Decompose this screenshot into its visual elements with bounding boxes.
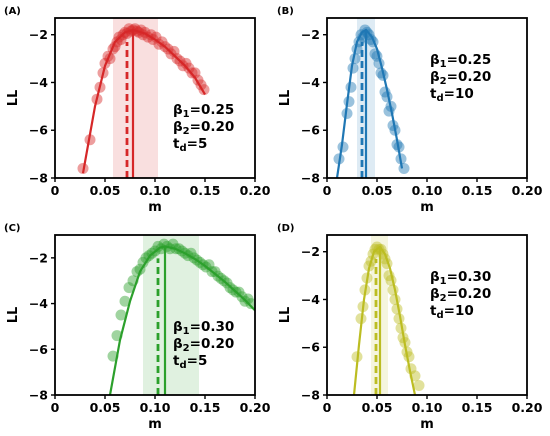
x-tick-label: 0.20: [240, 183, 271, 198]
x-tick-label: 0.10: [412, 183, 443, 198]
y-tick-label: −4: [29, 296, 48, 311]
y-tick-label: −8: [29, 171, 48, 186]
fit-curve: [335, 28, 404, 178]
data-point: [152, 240, 164, 252]
data-point: [233, 286, 245, 298]
data-point: [156, 36, 168, 48]
fit-curve: [352, 245, 417, 395]
param-annotation: td=10: [430, 303, 474, 321]
y-tick-label: −2: [29, 27, 48, 42]
x-tick-label: 0.20: [512, 183, 543, 198]
y-tick-label: −6: [301, 340, 320, 355]
x-tick-label: 0.20: [512, 400, 543, 415]
plot-area: [107, 235, 255, 395]
data-point: [183, 62, 195, 74]
x-tick-label: 0.20: [240, 400, 271, 415]
x-tick-label: 0.10: [412, 400, 443, 415]
x-tick-label: 0: [51, 400, 60, 415]
x-axis-label: m: [420, 200, 434, 215]
data-point: [137, 256, 149, 268]
y-tick-label: −4: [301, 292, 320, 307]
plot-area: [333, 18, 410, 178]
param-annotation: β1=0.25: [173, 102, 234, 120]
x-tick-label: 0.05: [362, 400, 393, 415]
fit-curve: [108, 245, 255, 395]
y-tick-label: −6: [301, 123, 320, 138]
x-tick-label: 0.10: [140, 400, 171, 415]
data-point: [345, 81, 357, 93]
chart-panel-1: (A) 0 0.05 0.10 0.15 0.20 −8 −6 −4 −2 m LL β1=0.25β2…: [4, 6, 271, 215]
data-point: [398, 162, 410, 174]
x-tick-label: 0: [323, 183, 332, 198]
y-tick-label: −6: [29, 123, 48, 138]
y-axis-label: LL: [6, 307, 21, 324]
data-point: [140, 252, 152, 264]
panel-label: (A): [4, 6, 21, 17]
y-tick-label: −2: [301, 27, 320, 42]
param-annotation: td=10: [430, 86, 474, 104]
y-axis-label: LL: [6, 90, 21, 107]
fit-curve: [81, 28, 206, 174]
x-tick-label: 0.05: [90, 400, 121, 415]
confidence-band: [143, 235, 199, 395]
x-tick-label: 0.15: [462, 183, 493, 198]
x-tick-label: 0.10: [140, 183, 171, 198]
data-point: [343, 96, 355, 108]
data-point: [341, 108, 353, 120]
y-axis-label: LL: [278, 307, 293, 324]
data-point: [369, 243, 381, 255]
data-point: [115, 309, 127, 321]
chart-panel-4: (D) 0 0.05 0.10 0.15 0.20 −8 −6 −4 −2 m LL β1=0.30β2…: [277, 223, 543, 432]
x-tick-label: 0.15: [462, 400, 493, 415]
param-annotation: β2=0.20: [430, 286, 491, 304]
data-point: [413, 379, 425, 391]
panel-label: (C): [4, 223, 20, 234]
x-axis-label: m: [420, 417, 434, 432]
y-tick-label: −4: [29, 75, 48, 90]
x-tick-label: 0.15: [190, 183, 221, 198]
x-tick-label: 0.05: [90, 183, 121, 198]
data-point: [119, 295, 131, 307]
x-tick-label: 0: [323, 400, 332, 415]
plot-area: [351, 235, 425, 395]
data-point: [245, 298, 255, 310]
y-tick-label: −8: [301, 171, 320, 186]
param-annotation: β2=0.20: [173, 336, 234, 354]
y-tick-label: −2: [301, 244, 320, 259]
y-tick-label: −2: [29, 250, 48, 265]
x-axis-label: m: [148, 417, 162, 432]
y-tick-label: −8: [29, 388, 48, 403]
x-axis-label: m: [148, 200, 162, 215]
x-tick-label: 0.15: [190, 400, 221, 415]
y-tick-label: −6: [29, 342, 48, 357]
param-annotation: β2=0.20: [173, 119, 234, 137]
param-annotation: β1=0.25: [430, 52, 491, 70]
param-annotation: β2=0.20: [430, 69, 491, 87]
y-tick-label: −8: [301, 388, 320, 403]
y-tick-label: −4: [301, 75, 320, 90]
chart-panel-3: (C) 0 0.05 0.10 0.15 0.20 −8 −6 −4 −2 m LL β1=0.30β2…: [4, 223, 271, 432]
data-point: [150, 31, 162, 43]
data-point: [123, 282, 135, 294]
panel-label: (B): [277, 6, 294, 17]
param-annotation: β1=0.30: [430, 269, 491, 287]
confidence-band: [113, 18, 158, 178]
param-annotation: β1=0.30: [173, 319, 234, 337]
chart-panel-2: (B) 0 0.05 0.10 0.15 0.20 −8 −6 −4 −2 m LL β1=0.25β2…: [277, 6, 543, 215]
data-point: [168, 45, 180, 57]
data-point: [177, 60, 189, 72]
param-annotation: td=5: [173, 136, 207, 154]
panel-label: (D): [277, 223, 294, 234]
data-point: [180, 57, 192, 69]
plot-area: [77, 18, 210, 178]
data-point: [115, 33, 127, 45]
x-tick-label: 0: [51, 183, 60, 198]
y-axis-label: LL: [278, 90, 293, 107]
data-point: [145, 29, 157, 41]
x-tick-label: 0.05: [362, 183, 393, 198]
param-annotation: td=5: [173, 353, 207, 371]
data-point: [209, 266, 221, 278]
